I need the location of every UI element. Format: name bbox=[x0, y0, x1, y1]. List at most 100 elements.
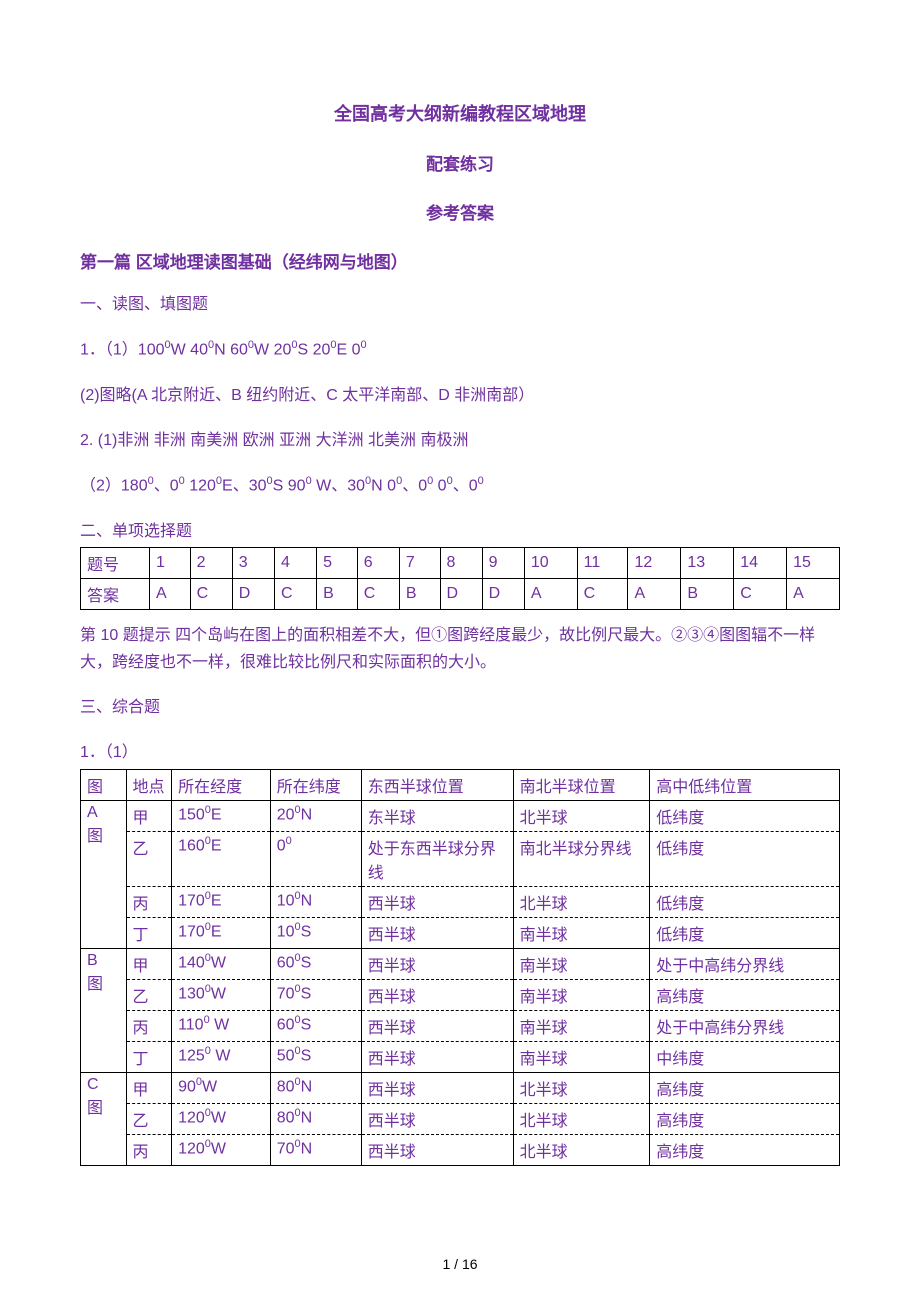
geo-row: 乙1200W800N西半球北半球高纬度 bbox=[81, 1103, 840, 1134]
geo-cell: 南半球 bbox=[513, 979, 650, 1010]
q1-seg: N 60 bbox=[214, 342, 248, 359]
geo-cell: 高纬度 bbox=[650, 1103, 840, 1134]
q2-seg: N 0 bbox=[371, 477, 396, 494]
mcq-num-cell: 11 bbox=[577, 547, 628, 578]
geo-cell: 西半球 bbox=[361, 948, 513, 979]
geo-cell: 西半球 bbox=[361, 1072, 513, 1103]
geo-cell: 1500E bbox=[172, 800, 271, 831]
main-title: 全国高考大纲新编教程区域地理 bbox=[80, 100, 840, 126]
page-footer: 1 / 16 bbox=[0, 1256, 920, 1272]
geo-header-cell: 南北半球位置 bbox=[513, 769, 650, 800]
geo-cell: 西半球 bbox=[361, 886, 513, 917]
geo-cell: 1600E bbox=[172, 831, 271, 886]
geo-row: 丁1700E100S西半球南半球低纬度 bbox=[81, 917, 840, 948]
geo-cell: 1400W bbox=[172, 948, 271, 979]
q2-seg: 、0 bbox=[453, 477, 478, 494]
geo-group-cell: C图 bbox=[81, 1072, 127, 1165]
mcq-num-cell: 3 bbox=[232, 547, 274, 578]
geo-cell: 北半球 bbox=[513, 1134, 650, 1165]
geo-row: 丙1700E100N西半球北半球低纬度 bbox=[81, 886, 840, 917]
mcq-num-cell: 2 bbox=[190, 547, 232, 578]
part-1-heading: 一、读图、填图题 bbox=[80, 291, 840, 318]
geo-cell: 西半球 bbox=[361, 1103, 513, 1134]
mcq-ans-cell: A bbox=[787, 578, 840, 609]
geo-cell: 高纬度 bbox=[650, 979, 840, 1010]
geo-cell: 南半球 bbox=[513, 917, 650, 948]
geo-cell: 800N bbox=[270, 1103, 361, 1134]
geo-point-cell: 甲 bbox=[126, 800, 172, 831]
geo-group-cell: B图 bbox=[81, 948, 127, 1072]
hint-q10: 第 10 题提示 四个岛屿在图上的面积相差不大，但①图跨经度最少，故比例尺最大。… bbox=[80, 622, 840, 676]
mcq-label: 题号 bbox=[81, 547, 150, 578]
q2-seg: W、30 bbox=[312, 477, 365, 494]
geo-cell: 西半球 bbox=[361, 1010, 513, 1041]
part-3-heading: 三、综合题 bbox=[80, 694, 840, 721]
geo-cell: 低纬度 bbox=[650, 800, 840, 831]
geo-row: 丙1200W700N西半球北半球高纬度 bbox=[81, 1134, 840, 1165]
mcq-row-nums: 题号 123456789101112131415 bbox=[81, 547, 840, 578]
geo-point-cell: 丁 bbox=[126, 1041, 172, 1072]
geo-cell: 北半球 bbox=[513, 1103, 650, 1134]
geo-cell: 西半球 bbox=[361, 917, 513, 948]
geo-cell: 1250 W bbox=[172, 1041, 271, 1072]
mcq-ans-cell: D bbox=[232, 578, 274, 609]
geo-row: A图甲1500E200N东半球北半球低纬度 bbox=[81, 800, 840, 831]
geo-cell: 00 bbox=[270, 831, 361, 886]
q2-seg: （2）180 bbox=[80, 477, 148, 494]
geo-point-cell: 丙 bbox=[126, 1010, 172, 1041]
geo-row: B图甲1400W600S西半球南半球处于中高纬分界线 bbox=[81, 948, 840, 979]
mcq-ans-cell: A bbox=[150, 578, 191, 609]
mcq-ans-cell: A bbox=[524, 578, 577, 609]
q2-line2: （2）1800、00 1200E、300S 900 W、300N 00、00 0… bbox=[80, 472, 840, 500]
geo-row: 丙1100 W600S西半球南半球处于中高纬分界线 bbox=[81, 1010, 840, 1041]
subtitle-2: 参考答案 bbox=[80, 199, 840, 224]
mcq-ans-cell: B bbox=[681, 578, 734, 609]
q2-seg: 120 bbox=[185, 477, 216, 494]
geo-cell: 低纬度 bbox=[650, 917, 840, 948]
mcq-label: 答案 bbox=[81, 578, 150, 609]
geo-cell: 900W bbox=[172, 1072, 271, 1103]
geo-cell: 1700E bbox=[172, 917, 271, 948]
geo-cell: 西半球 bbox=[361, 1134, 513, 1165]
geo-header-cell: 高中低纬位置 bbox=[650, 769, 840, 800]
geo-header-cell: 东西半球位置 bbox=[361, 769, 513, 800]
mcq-num-cell: 10 bbox=[524, 547, 577, 578]
geo-cell: 1200W bbox=[172, 1103, 271, 1134]
q2-seg: 、0 bbox=[402, 477, 427, 494]
q1-seg: 1．（1）100 bbox=[80, 342, 165, 359]
geo-cell: 高纬度 bbox=[650, 1134, 840, 1165]
q1-seg: S 20 bbox=[297, 342, 330, 359]
geo-cell: 北半球 bbox=[513, 800, 650, 831]
geo-cell: 100S bbox=[270, 917, 361, 948]
geo-point-cell: 甲 bbox=[126, 948, 172, 979]
mcq-ans-cell: B bbox=[317, 578, 358, 609]
geo-cell: 南半球 bbox=[513, 1041, 650, 1072]
mcq-ans-cell: B bbox=[399, 578, 440, 609]
geo-cell: 南半球 bbox=[513, 948, 650, 979]
geo-header-cell: 图 bbox=[81, 769, 127, 800]
mcq-num-cell: 6 bbox=[357, 547, 399, 578]
geo-point-cell: 丙 bbox=[126, 886, 172, 917]
mcq-table: 题号 123456789101112131415 答案 ACDCBCBDDACA… bbox=[80, 547, 840, 610]
mcq-ans-cell: C bbox=[190, 578, 232, 609]
geo-cell: 100N bbox=[270, 886, 361, 917]
geo-cell: 北半球 bbox=[513, 886, 650, 917]
geo-cell: 700S bbox=[270, 979, 361, 1010]
mcq-ans-cell: C bbox=[734, 578, 787, 609]
geo-header-row: 图地点所在经度所在纬度东西半球位置南北半球位置高中低纬位置 bbox=[81, 769, 840, 800]
mcq-num-cell: 15 bbox=[787, 547, 840, 578]
subtitle-1: 配套练习 bbox=[80, 150, 840, 175]
geo-cell: 处于东西半球分界线 bbox=[361, 831, 513, 886]
geo-cell: 处于中高纬分界线 bbox=[650, 1010, 840, 1041]
geo-cell: 800N bbox=[270, 1072, 361, 1103]
document-page: 全国高考大纲新编教程区域地理 配套练习 参考答案 第一篇 区域地理读图基础（经纬… bbox=[0, 0, 920, 1302]
mcq-ans-cell: D bbox=[440, 578, 482, 609]
q1-line2: (2)图略(A 北京附近、B 纽约附近、C 太平洋南部、D 非洲南部） bbox=[80, 382, 840, 409]
geo-cell: 低纬度 bbox=[650, 831, 840, 886]
section-1-heading: 第一篇 区域地理读图基础（经纬网与地图） bbox=[80, 248, 840, 273]
geo-row: 丁1250 W500S西半球南半球中纬度 bbox=[81, 1041, 840, 1072]
part-2-heading: 二、单项选择题 bbox=[80, 518, 840, 545]
geo-cell: 700N bbox=[270, 1134, 361, 1165]
geo-point-cell: 乙 bbox=[126, 979, 172, 1010]
q2-line1: 2. (1)非洲 非洲 南美洲 欧洲 亚洲 大洋洲 北美洲 南极洲 bbox=[80, 427, 840, 454]
